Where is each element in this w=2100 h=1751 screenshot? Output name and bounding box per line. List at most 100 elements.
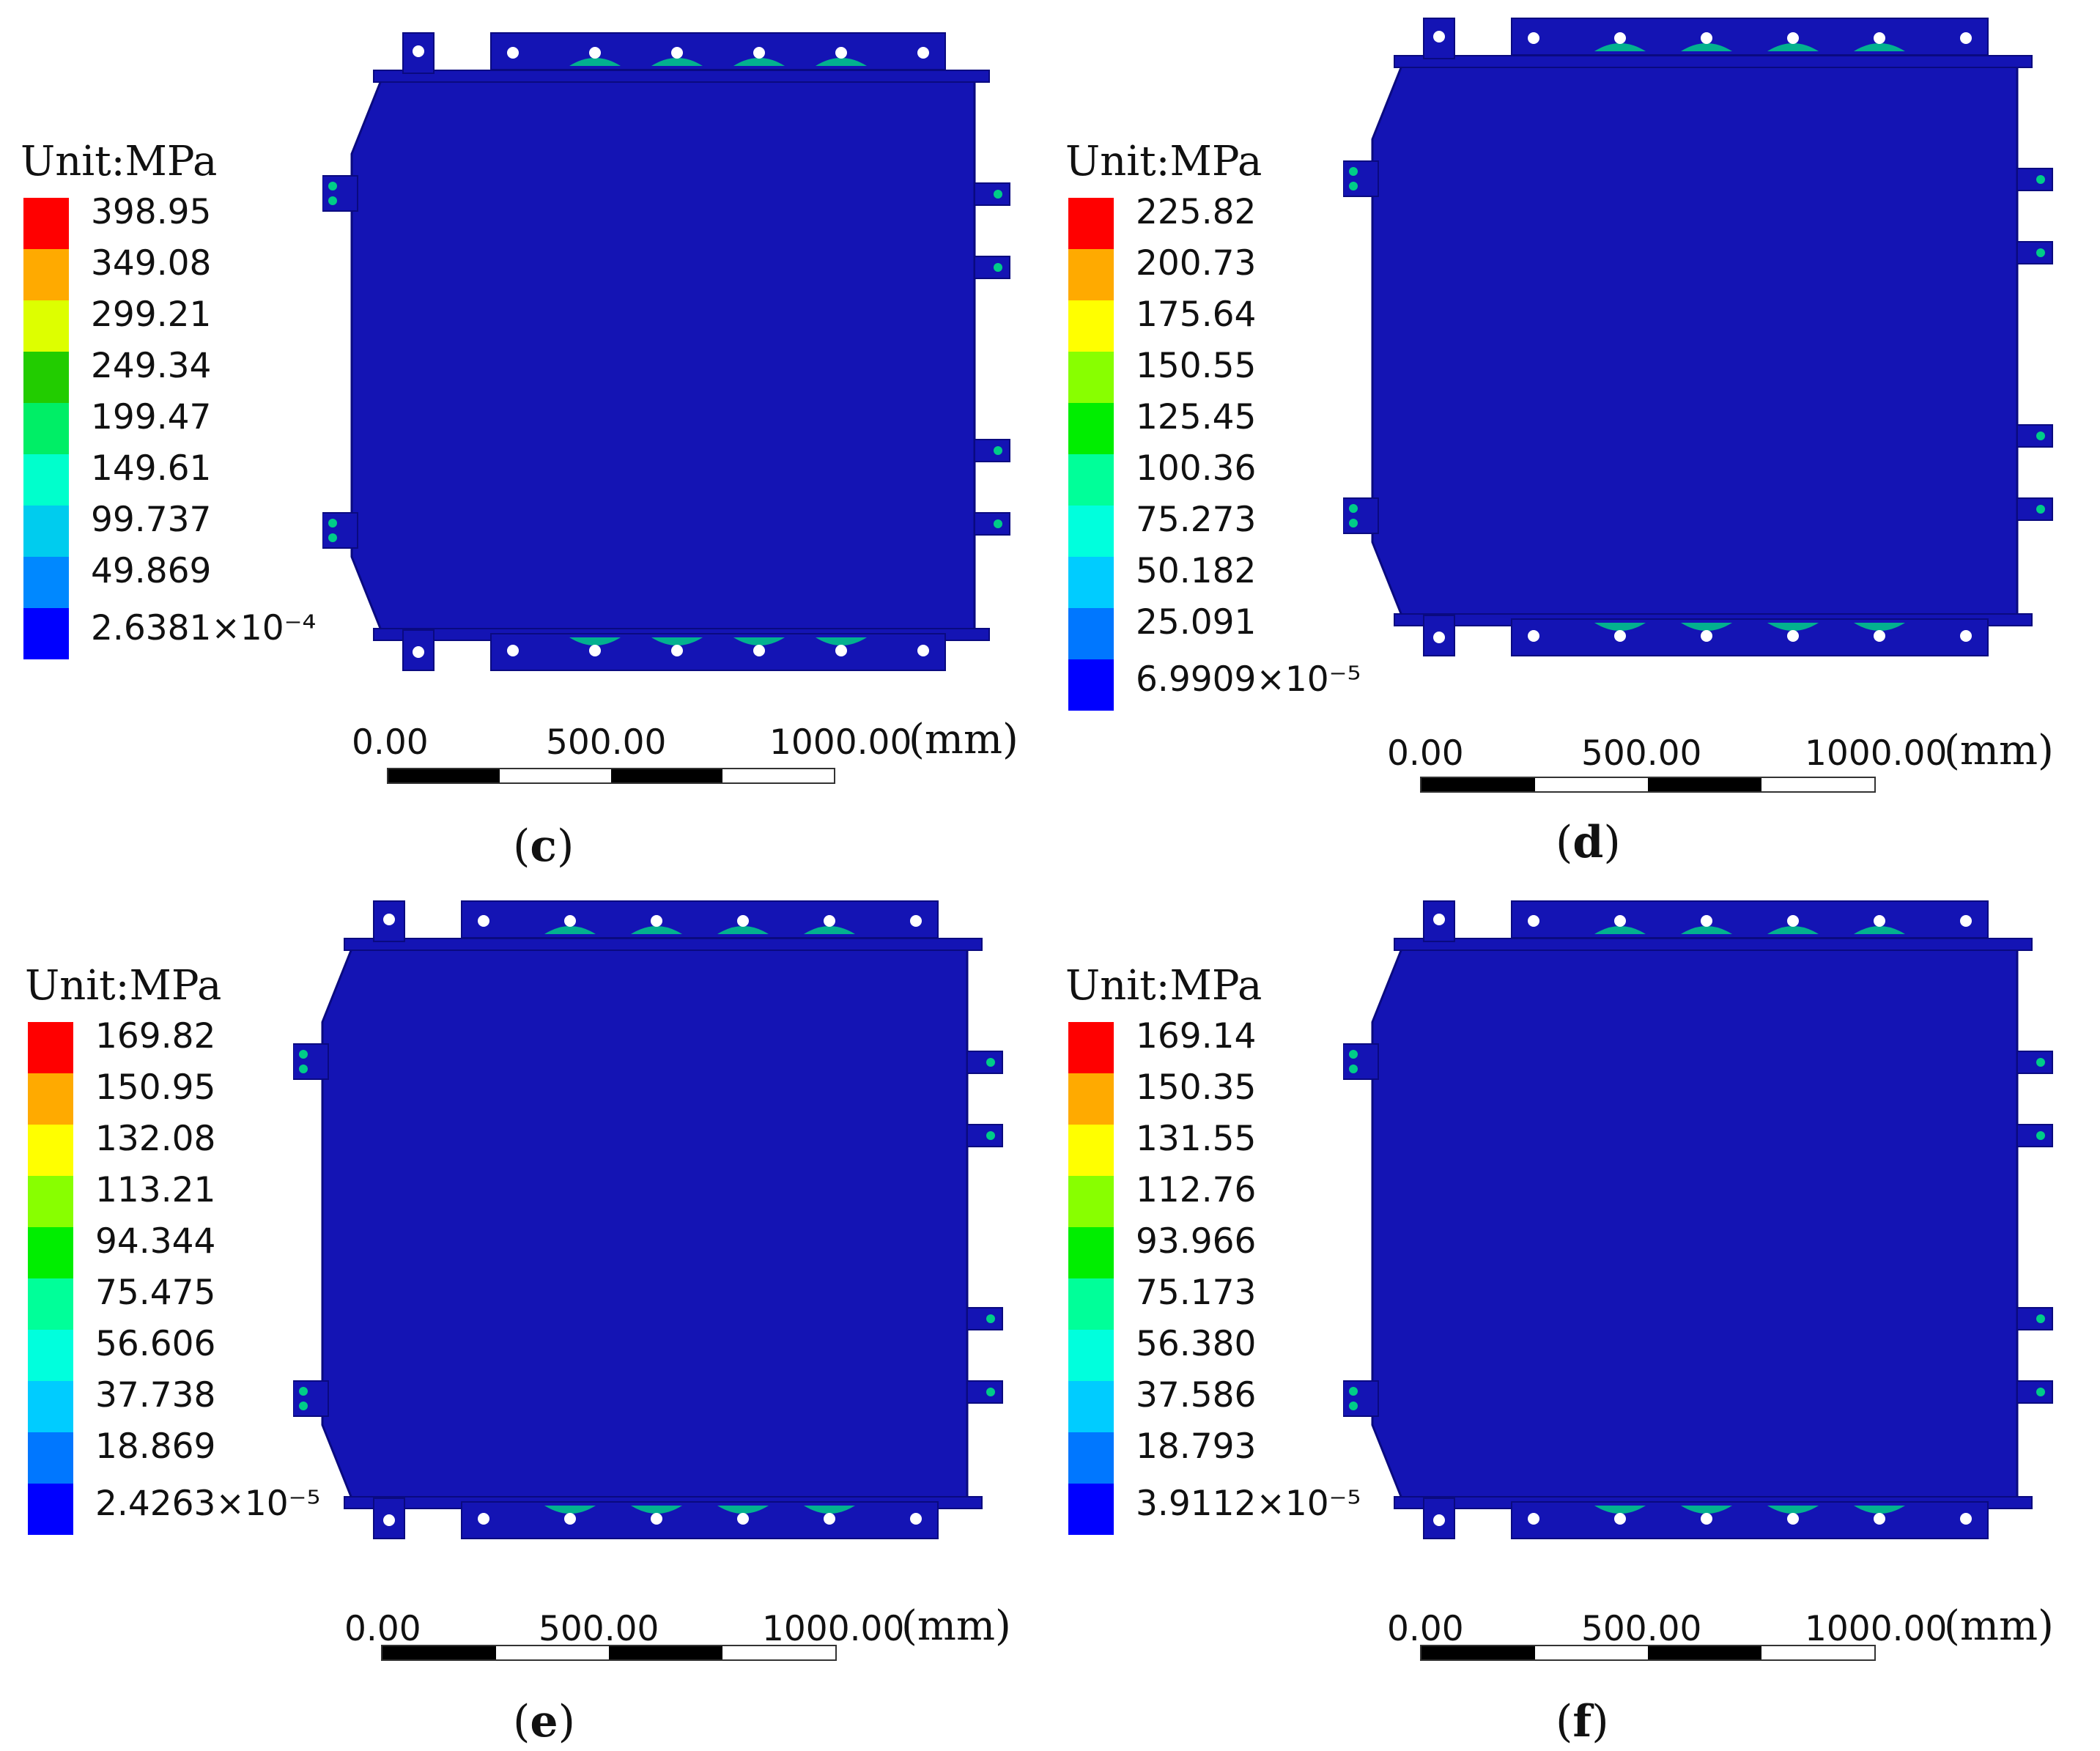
side-lug <box>2016 1380 2053 1404</box>
legend-swatch <box>1068 1278 1114 1330</box>
legend-tick-label: 113.21 <box>95 1170 216 1210</box>
stress-hotspot <box>733 637 785 645</box>
legend-swatch <box>1068 352 1114 403</box>
bolt-hole <box>328 196 337 205</box>
legend-swatch <box>28 1278 73 1330</box>
stress-hotspot <box>569 637 621 645</box>
side-lug <box>974 512 1010 536</box>
bolt-hole <box>564 1513 576 1525</box>
side-lug <box>1343 160 1379 197</box>
panel-caption-letter: e <box>530 1696 558 1747</box>
scale-tick-label: 500.00 <box>546 722 667 763</box>
side-lug <box>966 1051 1003 1074</box>
panel-caption: (e) <box>513 1696 576 1747</box>
scale-tick-label: 500.00 <box>539 1609 659 1649</box>
scale-bar-segment <box>1648 778 1761 791</box>
side-lug <box>293 1380 329 1417</box>
stress-hotspot <box>1594 1506 1646 1514</box>
stress-hotspot <box>631 1506 682 1514</box>
side-lug <box>974 256 1010 279</box>
legend-swatch <box>1068 1176 1114 1227</box>
legend-swatch <box>1068 249 1114 300</box>
legend-swatch <box>23 198 69 249</box>
legend-tick-label: 150.55 <box>1136 346 1257 386</box>
stress-hotspot <box>717 1506 769 1514</box>
legend-tick-label: 299.21 <box>91 295 212 335</box>
stress-hotspot <box>1767 43 1819 51</box>
bolt-hole <box>671 47 683 59</box>
legend-unit-label: Unit:MPa <box>1065 138 1262 185</box>
bolt-hole <box>413 646 424 658</box>
panel-caption-letter: f <box>1572 1696 1592 1747</box>
panel-e: Unit:MPa 169.82 150.95 132.08 113.21 94.344 75… <box>0 876 1050 1751</box>
stress-hotspot <box>816 58 867 66</box>
legend-swatch <box>1068 1227 1114 1278</box>
legend-swatch <box>1068 506 1114 557</box>
scale-bar <box>1420 1645 1876 1661</box>
legend-swatch <box>1068 300 1114 352</box>
scale-tick-label: 500.00 <box>1581 733 1702 774</box>
top-bolt-rail <box>1511 900 1989 939</box>
side-lug <box>2016 424 2053 448</box>
bolt-hole <box>1349 167 1358 176</box>
bolt-hole <box>986 1388 995 1396</box>
legend-tick-label: 18.793 <box>1136 1426 1257 1467</box>
scale-bar <box>1420 777 1876 793</box>
stress-hotspot <box>1594 43 1646 51</box>
bolt-hole <box>835 47 847 59</box>
side-lug <box>322 175 358 212</box>
bolt-hole <box>1349 1050 1358 1059</box>
bolt-hole <box>2036 1131 2045 1140</box>
legend-tick-label: 99.737 <box>91 500 212 540</box>
bolt-hole <box>1614 32 1626 44</box>
plate-body <box>350 79 976 632</box>
legend-swatch <box>1068 1381 1114 1432</box>
legend-swatch <box>1068 1330 1114 1381</box>
side-lug <box>1343 497 1379 534</box>
bolt-hole <box>986 1058 995 1067</box>
bolt-hole <box>1787 915 1799 927</box>
side-lug <box>2016 168 2053 191</box>
bolt-hole <box>1433 1514 1445 1526</box>
bottom-bolt-rail <box>1511 618 1989 656</box>
bolt-hole <box>1614 1513 1626 1525</box>
bolt-hole <box>910 915 922 927</box>
scale-bar-segment <box>1421 778 1535 791</box>
stress-hotspot <box>569 58 621 66</box>
stress-contour-plot <box>322 32 1010 671</box>
panel-caption: (f) <box>1556 1696 1609 1747</box>
stress-hotspot <box>631 926 682 934</box>
bolt-hole <box>651 1513 662 1525</box>
scale-unit-label: (mm) <box>901 1602 1011 1650</box>
bolt-hole <box>1349 1387 1358 1396</box>
bolt-hole <box>1960 915 1972 927</box>
stress-hotspot <box>1594 623 1646 631</box>
top-bolt-rail <box>461 900 939 939</box>
bolt-hole <box>994 446 1002 455</box>
legend-swatch <box>1068 608 1114 659</box>
legend-swatch <box>28 1330 73 1381</box>
stress-contour-plot <box>1343 900 2053 1539</box>
scale-tick-label: 0.00 <box>1387 1609 1464 1649</box>
legend-swatch <box>28 1227 73 1278</box>
bolt-hole <box>1433 31 1445 42</box>
panel-f: Unit:MPa 169.14 150.35 131.55 112.76 93.966 75… <box>1050 876 2100 1751</box>
scale-tick-label: 0.00 <box>1387 733 1464 774</box>
bolt-hole <box>824 915 835 927</box>
bolt-hole <box>299 1050 308 1059</box>
side-lug <box>322 512 358 549</box>
legend-min-label: 3.9112×10⁻⁵ <box>1136 1484 1361 1524</box>
bolt-hole <box>1349 1402 1358 1410</box>
stress-hotspot <box>816 637 867 645</box>
legend-swatch <box>23 557 69 608</box>
legend-unit-label: Unit:MPa <box>21 138 218 185</box>
bolt-hole <box>589 645 601 656</box>
stress-hotspot <box>1854 623 1905 631</box>
stress-hotspot <box>733 58 785 66</box>
scale-bar-segment <box>722 1646 835 1659</box>
legend-swatch-min <box>1068 659 1114 711</box>
bolt-hole <box>2036 432 2045 440</box>
side-lug <box>2016 1051 2053 1074</box>
stress-hotspot <box>1681 926 1732 934</box>
side-lug <box>974 182 1010 206</box>
